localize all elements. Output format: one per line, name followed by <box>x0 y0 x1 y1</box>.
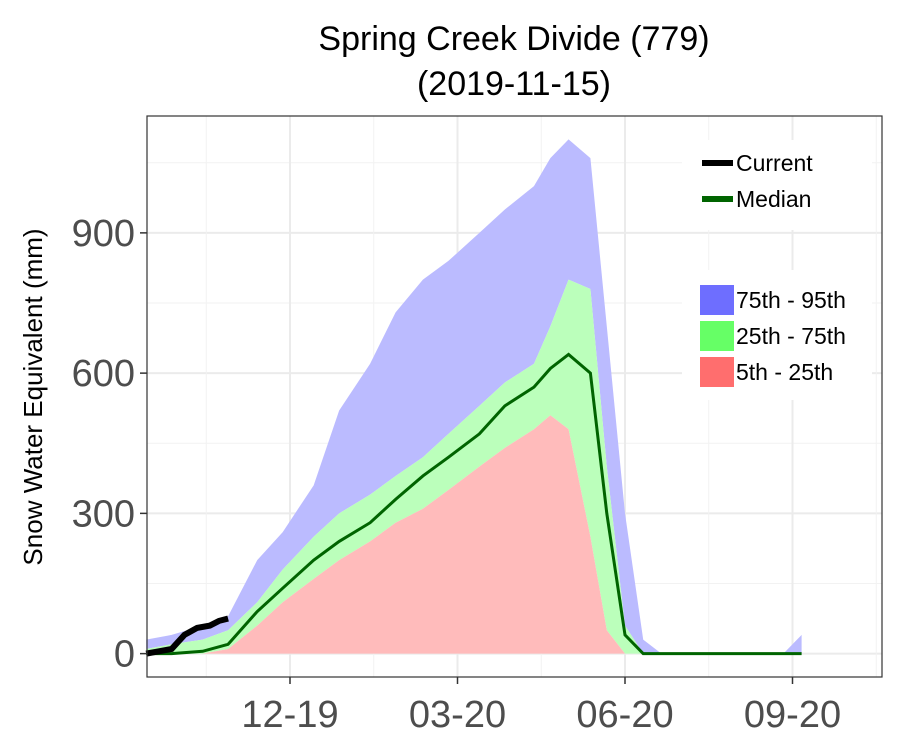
median-line <box>146 352 802 656</box>
plot-area: 0 300 600 900 12-19 03-20 06-20 09-20 Current Med… <box>72 115 883 736</box>
x-tick-label: 09-20 <box>744 694 841 736</box>
x-tick-label: 03-20 <box>409 694 506 736</box>
current-line <box>145 615 229 657</box>
legend-line-label: Median <box>736 186 811 212</box>
x-tick-label: 06-20 <box>576 694 673 736</box>
chart-subtitle: (2019-11-15) <box>417 65 611 103</box>
y-tick-label: 300 <box>72 493 135 535</box>
legend-band-label: 75th - 95th <box>736 287 846 313</box>
x-tick-label: 12-19 <box>241 694 338 736</box>
band-5th-25th <box>146 415 802 654</box>
chart-title: Spring Creek Divide (779) <box>318 20 709 58</box>
y-tick-label: 0 <box>114 634 135 676</box>
legend-band-label: 25th - 75th <box>736 323 846 349</box>
y-tick-label: 600 <box>72 353 135 395</box>
y-axis-label: Snow Water Equivalent (mm) <box>18 228 48 565</box>
legend-band-key <box>700 357 734 387</box>
legend-lines-background <box>682 140 872 230</box>
panel-border <box>146 115 883 678</box>
y-tick-label: 900 <box>72 213 135 255</box>
band-75th-95th <box>146 139 802 654</box>
legend-band-key <box>700 285 734 315</box>
band-25th-75th <box>146 279 802 654</box>
legend-line-label: Current <box>736 150 813 176</box>
legend-band-label: 5th - 25th <box>736 359 833 385</box>
legend: Current Median 75th - 95th 25th - 75th 5th -… <box>682 140 872 400</box>
legend-band-key <box>700 321 734 351</box>
